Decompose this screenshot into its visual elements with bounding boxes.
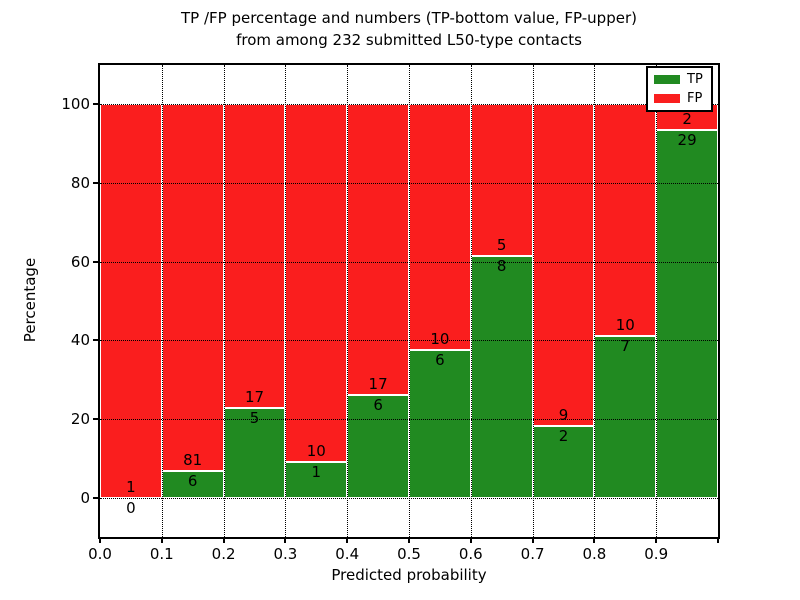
tp-bar-segment [223, 408, 286, 498]
gridline-horizontal [100, 419, 718, 420]
tp-bar-segment [470, 255, 533, 498]
x-axis-tick [655, 539, 658, 543]
gridline-vertical [223, 65, 225, 537]
tp-count-label: 0 [126, 498, 136, 517]
tp-count-label: 29 [677, 130, 697, 149]
plot-area: 1 0 81 6 17 5 10 1 17 6 10 6 5 8 9 2 10 7 2 29 [98, 63, 720, 539]
tp-count-label: 5 [249, 409, 260, 428]
x-axis-label: Predicted probability [331, 566, 487, 584]
fp-count-label: 81 [183, 450, 203, 469]
x-tick-label: 0.5 [397, 545, 421, 563]
gridline-vertical [656, 65, 658, 537]
fp-bar-segment [161, 104, 224, 471]
fp-bar-segment [594, 104, 657, 336]
x-axis-tick [160, 539, 163, 543]
tp-count-label: 2 [558, 427, 569, 446]
fp-bar-segment [285, 104, 348, 462]
x-axis-tick [408, 539, 410, 543]
y-axis-tick [93, 418, 98, 420]
x-tick-label: 0.4 [335, 545, 360, 563]
gridline-vertical [470, 65, 472, 537]
x-tick-label: 0.1 [149, 545, 174, 563]
tp-bar-segment [161, 470, 224, 498]
gridline-vertical [347, 65, 349, 537]
y-tick-label: 100 [61, 95, 90, 114]
gridline-vertical [532, 65, 534, 537]
x-axis-tick [469, 539, 472, 543]
x-axis-tick [717, 539, 719, 543]
x-tick-label: 0.0 [88, 545, 112, 563]
x-tick-label: 0.6 [458, 545, 483, 563]
fp-bar-segment [223, 104, 286, 409]
gridline-horizontal [100, 497, 718, 499]
gridline-vertical [161, 65, 163, 537]
y-axis-tick [93, 260, 98, 263]
tp-bar-segment [409, 350, 471, 498]
y-axis-tick [93, 496, 98, 499]
fp-count-label: 5 [496, 235, 507, 254]
x-axis-tick [531, 539, 534, 543]
chart-title-line2: from among 232 submitted L50-type contac… [236, 31, 582, 49]
x-tick-label: 0.9 [644, 545, 669, 563]
tp-bar-segment [656, 129, 718, 498]
y-tick-label: 20 [70, 410, 90, 428]
fp-count-label: 2 [682, 109, 692, 128]
tp-bar-segment [347, 395, 409, 498]
tp-count-label: 6 [187, 471, 198, 490]
y-axis-label: Percentage [21, 257, 39, 343]
fp-bar-segment [100, 104, 162, 498]
fp-count-label: 10 [306, 441, 326, 460]
tp-count-label: 8 [496, 256, 507, 275]
legend-entry-tp: TP [654, 73, 705, 86]
x-tick-label: 0.8 [582, 545, 607, 563]
x-tick-label: 0.3 [273, 545, 298, 563]
x-tick-label: 0.7 [520, 545, 545, 563]
x-tick-label: 0.2 [211, 545, 236, 563]
fp-count-label: 17 [368, 375, 388, 394]
y-tick-label: 80 [70, 174, 90, 192]
legend-label-tp: TP [687, 72, 703, 87]
y-tick-label: 0 [80, 488, 90, 507]
fp-count-label: 1 [126, 477, 136, 496]
chart-title: TP /FP percentage and numbers (TP-bottom… [98, 7, 720, 51]
y-axis-tick [93, 182, 98, 184]
x-axis-tick [284, 539, 287, 543]
gridline-vertical [409, 65, 410, 537]
y-axis-tick [93, 339, 98, 342]
x-axis-tick [346, 539, 349, 543]
chart-title-line1: TP /FP percentage and numbers (TP-bottom… [181, 9, 637, 27]
legend: TP FP [646, 66, 713, 112]
gridline-horizontal [100, 183, 718, 184]
gridline-vertical [285, 65, 287, 537]
tp-count-label: 1 [311, 462, 322, 481]
x-axis-tick [99, 539, 101, 543]
fp-bar-segment [409, 104, 471, 351]
gridline-horizontal [100, 104, 718, 106]
y-tick-label: 40 [70, 331, 90, 350]
gridline-vertical [594, 65, 596, 537]
y-tick-label: 60 [70, 252, 90, 271]
tp-count-label: 7 [620, 336, 631, 355]
tp-count-label: 6 [373, 396, 383, 415]
fp-count-label: 17 [244, 388, 265, 407]
fp-bar-segment [532, 104, 595, 427]
y-axis-tick [93, 103, 98, 106]
x-axis-tick [222, 539, 225, 543]
fp-count-label: 10 [615, 315, 635, 334]
tp-color-swatch [654, 75, 680, 84]
fp-count-label: 10 [430, 330, 450, 349]
fp-count-label: 9 [558, 406, 569, 425]
fp-bar-segment [347, 104, 409, 396]
legend-label-fp: FP [687, 91, 703, 106]
tp-bar-segment [594, 335, 657, 498]
gridline-horizontal [100, 340, 718, 342]
fp-color-swatch [654, 94, 680, 103]
gridline-horizontal [100, 261, 718, 263]
legend-entry-fp: FP [654, 92, 705, 105]
fp-bar-segment [470, 104, 533, 256]
tp-count-label: 6 [435, 351, 445, 370]
x-axis-tick [593, 539, 596, 543]
